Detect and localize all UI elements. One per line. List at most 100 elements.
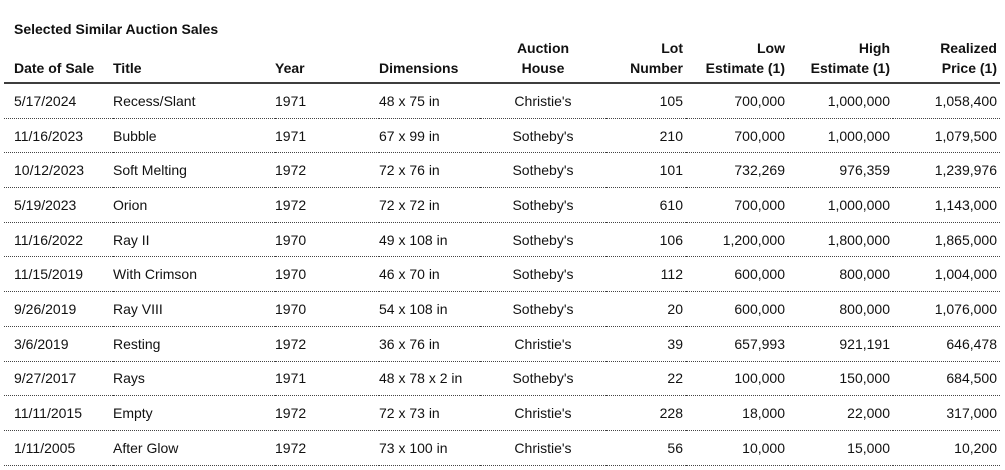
col-header-title: Title xyxy=(113,38,275,84)
cell-lot-number: 22 xyxy=(606,361,686,397)
cell-date-of-sale: 11/16/2022 xyxy=(4,222,113,258)
cell-auction-house: Sotheby's xyxy=(480,291,606,327)
cell-low-estimate: 732,269 xyxy=(686,152,788,189)
cell-dimensions: 36 x 76 in xyxy=(379,326,480,362)
cell-low-estimate: 10,000 xyxy=(686,430,788,466)
cell-auction-house: Christie's xyxy=(480,83,606,119)
cell-low-estimate: 1,200,000 xyxy=(686,222,788,258)
cell-year: 1970 xyxy=(275,256,379,293)
cell-dimensions: 72 x 76 in xyxy=(379,152,480,189)
cell-lot-number: 39 xyxy=(606,326,686,362)
col-header-dimensions: Dimensions xyxy=(379,38,480,84)
table-row: 3/6/2019 Resting 1972 36 x 76 in Christi… xyxy=(4,326,1000,362)
cell-title: Ray VIII xyxy=(113,291,275,327)
col-header-lot-number: Lot Number xyxy=(606,38,686,84)
cell-year: 1972 xyxy=(275,395,379,431)
cell-dimensions: 72 x 72 in xyxy=(379,187,480,223)
cell-realized-price: 1,143,000 xyxy=(893,187,1000,223)
cell-high-estimate: 1,000,000 xyxy=(788,187,893,223)
cell-high-estimate: 976,359 xyxy=(788,152,893,189)
table-header: Date of Sale Title Year Dimensions Aucti… xyxy=(4,38,1000,84)
cell-realized-price: 646,478 xyxy=(893,326,1000,362)
cell-date-of-sale: 11/16/2023 xyxy=(4,118,113,154)
cell-high-estimate: 22,000 xyxy=(788,395,893,431)
cell-year: 1971 xyxy=(275,361,379,397)
col-header-date-of-sale: Date of Sale xyxy=(4,38,113,84)
cell-date-of-sale: 1/11/2005 xyxy=(4,430,113,466)
table-row: 9/27/2017 Rays 1971 48 x 78 x 2 in Sothe… xyxy=(4,361,1000,397)
table-row: 5/19/2023 Orion 1972 72 x 72 in Sotheby'… xyxy=(4,187,1000,223)
cell-auction-house: Sotheby's xyxy=(480,187,606,223)
col-header-auction-house: Auction House xyxy=(480,38,606,84)
cell-date-of-sale: 5/17/2024 xyxy=(4,83,113,119)
cell-auction-house: Christie's xyxy=(480,326,606,362)
cell-realized-price: 10,200 xyxy=(893,430,1000,466)
cell-date-of-sale: 9/26/2019 xyxy=(4,291,113,327)
table-row: 1/11/2005 After Glow 1972 73 x 100 in Ch… xyxy=(4,430,1000,466)
cell-dimensions: 54 x 108 in xyxy=(379,291,480,327)
cell-title: Orion xyxy=(113,187,275,223)
table-row: 9/26/2019 Ray VIII 1970 54 x 108 in Soth… xyxy=(4,291,1000,327)
table-row: 5/17/2024 Recess/Slant 1971 48 x 75 in C… xyxy=(4,83,1000,119)
cell-lot-number: 106 xyxy=(606,222,686,258)
table-body: 5/17/2024 Recess/Slant 1971 48 x 75 in C… xyxy=(4,83,1000,466)
cell-year: 1970 xyxy=(275,291,379,327)
cell-high-estimate: 921,191 xyxy=(788,326,893,362)
cell-title: Rays xyxy=(113,361,275,397)
cell-year: 1970 xyxy=(275,222,379,258)
cell-high-estimate: 800,000 xyxy=(788,291,893,327)
cell-low-estimate: 18,000 xyxy=(686,395,788,431)
cell-high-estimate: 15,000 xyxy=(788,430,893,466)
col-header-realized-price: Realized Price (1) xyxy=(893,38,1000,84)
cell-realized-price: 684,500 xyxy=(893,361,1000,397)
cell-year: 1972 xyxy=(275,326,379,362)
cell-title: With Crimson xyxy=(113,256,275,293)
cell-low-estimate: 700,000 xyxy=(686,83,788,119)
cell-realized-price: 1,079,500 xyxy=(893,118,1000,154)
table-row: 11/15/2019 With Crimson 1970 46 x 70 in … xyxy=(4,256,1000,293)
cell-date-of-sale: 3/6/2019 xyxy=(4,326,113,362)
table-row: 10/12/2023 Soft Melting 1972 72 x 76 in … xyxy=(4,152,1000,189)
cell-title: After Glow xyxy=(113,430,275,466)
cell-auction-house: Sotheby's xyxy=(480,222,606,258)
cell-high-estimate: 150,000 xyxy=(788,361,893,397)
auction-sales-table: Date of Sale Title Year Dimensions Aucti… xyxy=(4,38,1000,466)
cell-lot-number: 101 xyxy=(606,152,686,189)
cell-realized-price: 317,000 xyxy=(893,395,1000,431)
cell-year: 1972 xyxy=(275,152,379,189)
cell-title: Empty xyxy=(113,395,275,431)
cell-realized-price: 1,865,000 xyxy=(893,222,1000,258)
cell-title: Ray II xyxy=(113,222,275,258)
cell-lot-number: 56 xyxy=(606,430,686,466)
col-header-high-estimate: High Estimate (1) xyxy=(788,38,893,84)
cell-date-of-sale: 5/19/2023 xyxy=(4,187,113,223)
cell-low-estimate: 657,993 xyxy=(686,326,788,362)
cell-title: Soft Melting xyxy=(113,152,275,189)
cell-low-estimate: 700,000 xyxy=(686,118,788,154)
cell-lot-number: 20 xyxy=(606,291,686,327)
cell-auction-house: Sotheby's xyxy=(480,256,606,293)
cell-year: 1971 xyxy=(275,83,379,119)
cell-dimensions: 67 x 99 in xyxy=(379,118,480,154)
cell-auction-house: Sotheby's xyxy=(480,118,606,154)
cell-high-estimate: 1,000,000 xyxy=(788,83,893,119)
cell-year: 1972 xyxy=(275,187,379,223)
cell-realized-price: 1,076,000 xyxy=(893,291,1000,327)
auction-sales-report: Selected Similar Auction Sales Date of S… xyxy=(0,21,1005,470)
cell-lot-number: 112 xyxy=(606,256,686,293)
cell-date-of-sale: 10/12/2023 xyxy=(4,152,113,189)
cell-low-estimate: 700,000 xyxy=(686,187,788,223)
cell-dimensions: 48 x 75 in xyxy=(379,83,480,119)
cell-dimensions: 46 x 70 in xyxy=(379,256,480,293)
cell-auction-house: Christie's xyxy=(480,395,606,431)
cell-high-estimate: 1,800,000 xyxy=(788,222,893,258)
cell-title: Bubble xyxy=(113,118,275,154)
cell-year: 1971 xyxy=(275,118,379,154)
cell-dimensions: 49 x 108 in xyxy=(379,222,480,258)
cell-lot-number: 228 xyxy=(606,395,686,431)
cell-low-estimate: 100,000 xyxy=(686,361,788,397)
cell-year: 1972 xyxy=(275,430,379,466)
col-header-low-estimate: Low Estimate (1) xyxy=(686,38,788,84)
cell-high-estimate: 1,000,000 xyxy=(788,118,893,154)
cell-low-estimate: 600,000 xyxy=(686,291,788,327)
